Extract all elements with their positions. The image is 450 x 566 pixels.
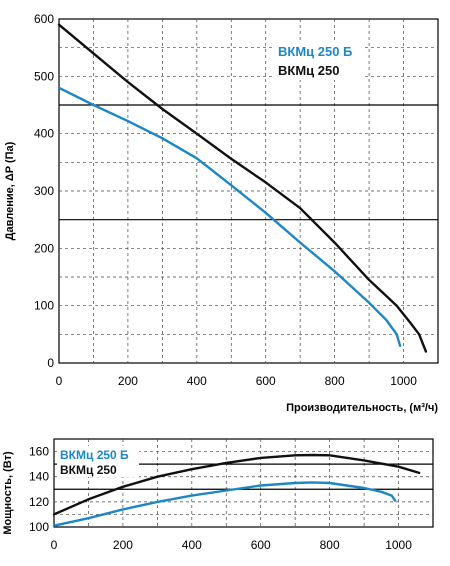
power-plot-frame	[53, 438, 434, 528]
pressure-x-axis-label: Производительность, (м³/ч)	[286, 402, 438, 414]
series-line-vkmc-250-b	[57, 86, 402, 347]
power-legend: ВКМц 250 Б ВКМц 250	[57, 446, 139, 477]
y-tick-label: 120	[29, 495, 49, 509]
x-tick-label: 1000	[385, 538, 412, 552]
power-legend-box	[57, 446, 139, 477]
pressure-gridlines	[59, 19, 438, 363]
power-x-tick-labels: 0 200 400 600 800 1000	[51, 538, 413, 552]
power-chart: 0 200 400 600 800 1000 100 120 140 160 Мощность,…	[2, 438, 434, 552]
series-line-vkmc-250	[52, 453, 421, 516]
y-tick-label: 0	[47, 356, 54, 370]
power-legend-black: ВКМц 250	[60, 463, 117, 477]
x-tick-label: 200	[118, 374, 138, 388]
pressure-y-tick-labels: 0 100 200 300 400 500 600	[34, 12, 54, 370]
y-tick-label: 600	[34, 12, 54, 26]
y-tick-label: 300	[34, 184, 54, 198]
x-tick-label: 800	[325, 374, 345, 388]
pressure-legend: ВКМц 250 Б ВКМц 250	[272, 40, 364, 80]
y-tick-label: 400	[34, 127, 54, 141]
power-series	[52, 453, 421, 527]
series-line-vkmc-250-b	[52, 481, 397, 527]
x-tick-label: 600	[256, 374, 276, 388]
x-tick-label: 800	[320, 538, 340, 552]
power-y-tick-labels: 100 120 140 160	[29, 445, 49, 534]
y-tick-label: 100	[34, 299, 54, 313]
pressure-chart: 0 200 400 600 800 1000 0 100 200 300 400 500 600 Да…	[4, 12, 439, 414]
y-tick-label: 500	[34, 69, 54, 83]
pressure-x-tick-labels: 0 200 400 600 800 1000	[56, 374, 418, 388]
y-tick-label: 160	[29, 445, 49, 459]
series-line-vkmc-250	[57, 23, 428, 353]
x-tick-label: 400	[187, 374, 207, 388]
pressure-legend-black: ВКМц 250	[278, 63, 339, 78]
power-legend-blue: ВКМц 250 Б	[60, 448, 129, 462]
pressure-legend-box	[272, 40, 364, 80]
pressure-y-axis-label: Давление, ΔP (Па)	[4, 141, 16, 240]
x-tick-label: 400	[182, 538, 202, 552]
x-tick-label: 1000	[390, 374, 417, 388]
x-tick-label: 0	[51, 538, 58, 552]
y-tick-label: 200	[34, 241, 54, 255]
y-tick-label: 100	[29, 520, 49, 534]
power-y-axis-label: Мощность, (Вт)	[2, 451, 14, 535]
x-tick-label: 600	[251, 538, 271, 552]
pressure-legend-blue: ВКМц 250 Б	[278, 44, 352, 59]
x-tick-label: 200	[113, 538, 133, 552]
y-tick-label: 140	[29, 470, 49, 484]
x-tick-label: 0	[56, 374, 63, 388]
pressure-series	[57, 23, 428, 353]
